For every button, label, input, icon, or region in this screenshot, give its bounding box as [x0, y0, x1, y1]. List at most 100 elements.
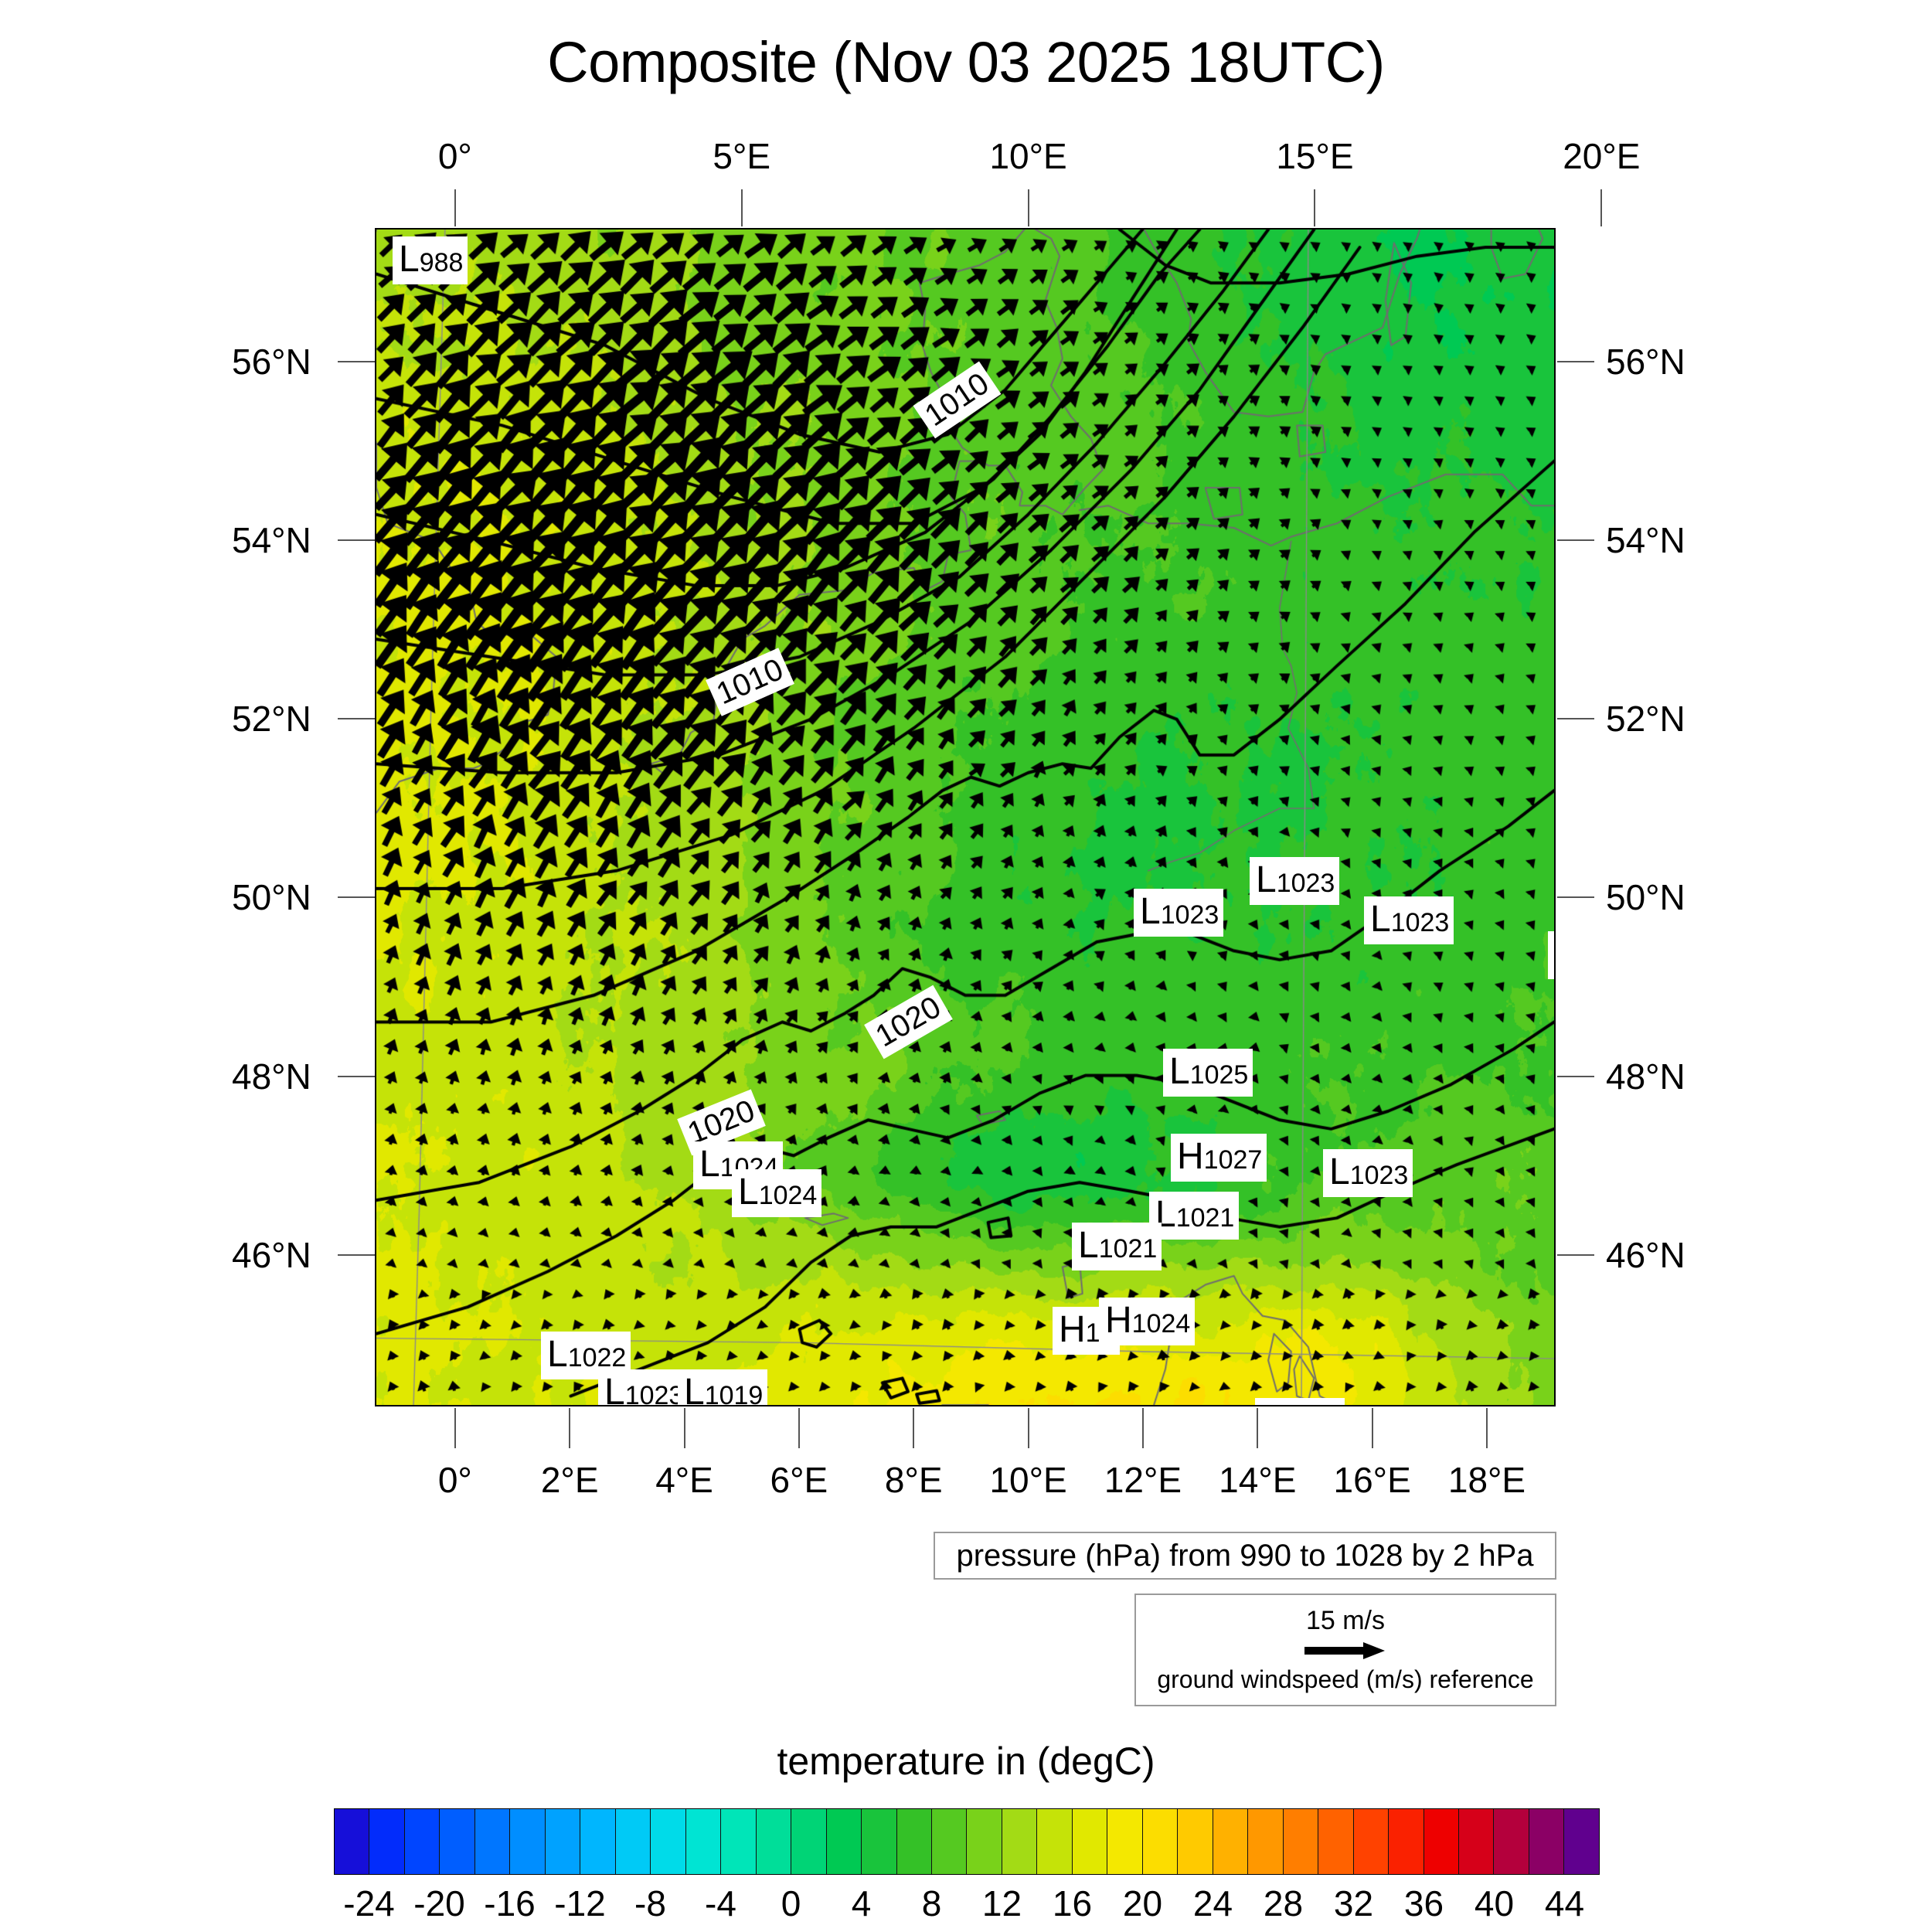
pressure-center-label: L1023	[1134, 889, 1224, 937]
right-axis-tick	[1557, 718, 1594, 720]
left-axis-tick	[338, 1075, 375, 1077]
pressure-center-type: L	[684, 1372, 705, 1406]
pressure-center-value: 1023	[1160, 900, 1219, 930]
wind-reference-legend: 15 m/s ground windspeed (m/s) reference	[1134, 1594, 1556, 1706]
colorbar-tick-label: 36	[1403, 1883, 1444, 1923]
colorbar-segment	[1213, 1809, 1249, 1874]
colorbar-segment	[1107, 1809, 1143, 1874]
colorbar-segment	[335, 1809, 370, 1874]
top-axis-tick	[454, 189, 456, 226]
wind-reference-arrow-icon	[1303, 1638, 1388, 1664]
bottom-axis-tick-label: 8°E	[884, 1460, 943, 1500]
colorbar-segment	[756, 1809, 792, 1874]
bottom-axis-tick	[798, 1408, 800, 1448]
pressure-center-value: 1023	[1349, 1161, 1409, 1190]
pressure-center-type: L	[1370, 899, 1391, 940]
pressure-center-type: L	[699, 1144, 720, 1185]
top-axis-tick	[740, 189, 743, 226]
bottom-axis-tick	[913, 1408, 915, 1448]
colorbar-tick-label: 12	[981, 1883, 1022, 1923]
colorbar-segment	[1564, 1809, 1599, 1874]
top-axis-tick-label: 15°E	[1276, 136, 1354, 176]
pressure-center-type: L	[738, 1172, 759, 1213]
pressure-center-label: L1023	[598, 1369, 689, 1406]
bottom-axis-tick	[1257, 1408, 1259, 1448]
colorbar-tick-label: 40	[1474, 1883, 1515, 1923]
right-axis-tick-label: 46°N	[1606, 1234, 1685, 1275]
colorbar-segment	[721, 1809, 757, 1874]
pressure-contour-legend: pressure (hPa) from 990 to 1028 by 2 hPa	[934, 1532, 1556, 1580]
top-axis-tick	[1314, 189, 1316, 226]
wind-reference-caption: ground windspeed (m/s) reference	[1157, 1665, 1534, 1693]
colorbar-tick-label: 44	[1544, 1883, 1585, 1923]
right-axis-tick-label: 50°N	[1606, 877, 1685, 918]
colorbar-segment	[474, 1809, 511, 1874]
pressure-center-value: 988	[419, 248, 464, 277]
colorbar-segment	[1002, 1809, 1038, 1874]
bottom-axis-tick-label: 6°E	[770, 1460, 828, 1500]
pressure-center-label: L1023	[1364, 896, 1454, 944]
pressure-center-label: L1023	[1323, 1149, 1413, 1197]
pressure-center-value: 1025	[1189, 1060, 1249, 1090]
colorbar-segment	[1353, 1809, 1389, 1874]
colorbar-tick-label: -8	[634, 1883, 666, 1923]
right-axis-tick	[1557, 539, 1594, 542]
colorbar-segment	[862, 1809, 897, 1874]
colorbar-segment	[1283, 1809, 1319, 1874]
colorbar-tick-label: 20	[1122, 1883, 1163, 1923]
colorbar-segment	[1389, 1809, 1424, 1874]
bottom-axis-tick-label: 12°E	[1104, 1460, 1182, 1500]
left-axis-tick-label: 52°N	[232, 699, 311, 740]
pressure-center-type: L	[399, 239, 420, 280]
pressure-center-type: L	[1261, 1400, 1282, 1406]
colorbar-tick-label: 16	[1052, 1883, 1093, 1923]
left-axis-tick-label: 56°N	[232, 342, 311, 383]
pressure-center-type: L	[604, 1372, 625, 1406]
colorbar-tick-label: -24	[343, 1883, 395, 1923]
pressure-center-type: H	[1105, 1300, 1132, 1341]
top-axis-tick-label: 0°	[437, 136, 472, 176]
bottom-axis-tick-label: 14°E	[1219, 1460, 1297, 1500]
left-axis-tick-label: 46°N	[232, 1234, 311, 1275]
left-axis-tick	[338, 361, 375, 363]
pressure-center-label: H1027	[1171, 1134, 1267, 1182]
colorbar-segment	[1072, 1809, 1108, 1874]
colorbar-segment	[1459, 1809, 1495, 1874]
colorbar-segment	[1142, 1809, 1179, 1874]
weather-map[interactable]: 1010 1010 1020 1020 L988 L1023 L1023 L1023 L102…	[375, 228, 1556, 1406]
bottom-axis-tick	[1141, 1408, 1144, 1448]
pressure-center-label: H1024	[1099, 1298, 1196, 1345]
pressure-center-label: L1021	[1072, 1223, 1162, 1270]
right-axis-tick	[1557, 1253, 1594, 1256]
colorbar-tick-label: -4	[705, 1883, 736, 1923]
bottom-axis-tick	[569, 1408, 571, 1448]
top-axis-tick-label: 10°E	[989, 136, 1067, 176]
pressure-center-value: 1023	[1276, 869, 1335, 898]
pressure-center-label: L1021	[1149, 1192, 1240, 1240]
left-axis-tick	[338, 539, 375, 542]
colorbar-title: temperature in (degC)	[777, 1740, 1155, 1783]
bottom-axis-tick	[1027, 1408, 1029, 1448]
right-axis-tick-label: 48°N	[1606, 1056, 1685, 1097]
colorbar-segment	[1037, 1809, 1073, 1874]
left-axis-tick	[338, 1253, 375, 1256]
bottom-axis-tick-label: 4°E	[655, 1460, 713, 1500]
pressure-center-label: L	[1548, 931, 1554, 979]
right-axis-tick-label: 56°N	[1606, 342, 1685, 383]
colorbar-segment	[967, 1809, 1002, 1874]
bottom-axis-tick	[1485, 1408, 1488, 1448]
pressure-center-label: L1025	[1163, 1049, 1253, 1097]
pressure-center-type: L	[547, 1334, 568, 1375]
right-axis-tick-label: 52°N	[1606, 699, 1685, 740]
right-axis-tick	[1557, 1075, 1594, 1077]
colorbar-segment	[615, 1809, 651, 1874]
colorbar-tick-label: 32	[1333, 1883, 1374, 1923]
colorbar-segment	[1423, 1809, 1459, 1874]
bottom-axis-tick-label: 18°E	[1447, 1460, 1526, 1500]
top-axis-tick-label: 20°E	[1563, 136, 1641, 176]
colorbar-tick-labels: -24 -20 -16 -12 -8 -4 0 4 8 12 16 20 24 28 32 36 40 44	[334, 1883, 1600, 1929]
pressure-center-value: 1024	[758, 1181, 818, 1210]
bottom-axis-tick-label: 16°E	[1333, 1460, 1411, 1500]
bottom-axis-tick-label: 0°	[437, 1460, 472, 1500]
bottom-axis-tick-label: 2°E	[540, 1460, 599, 1500]
